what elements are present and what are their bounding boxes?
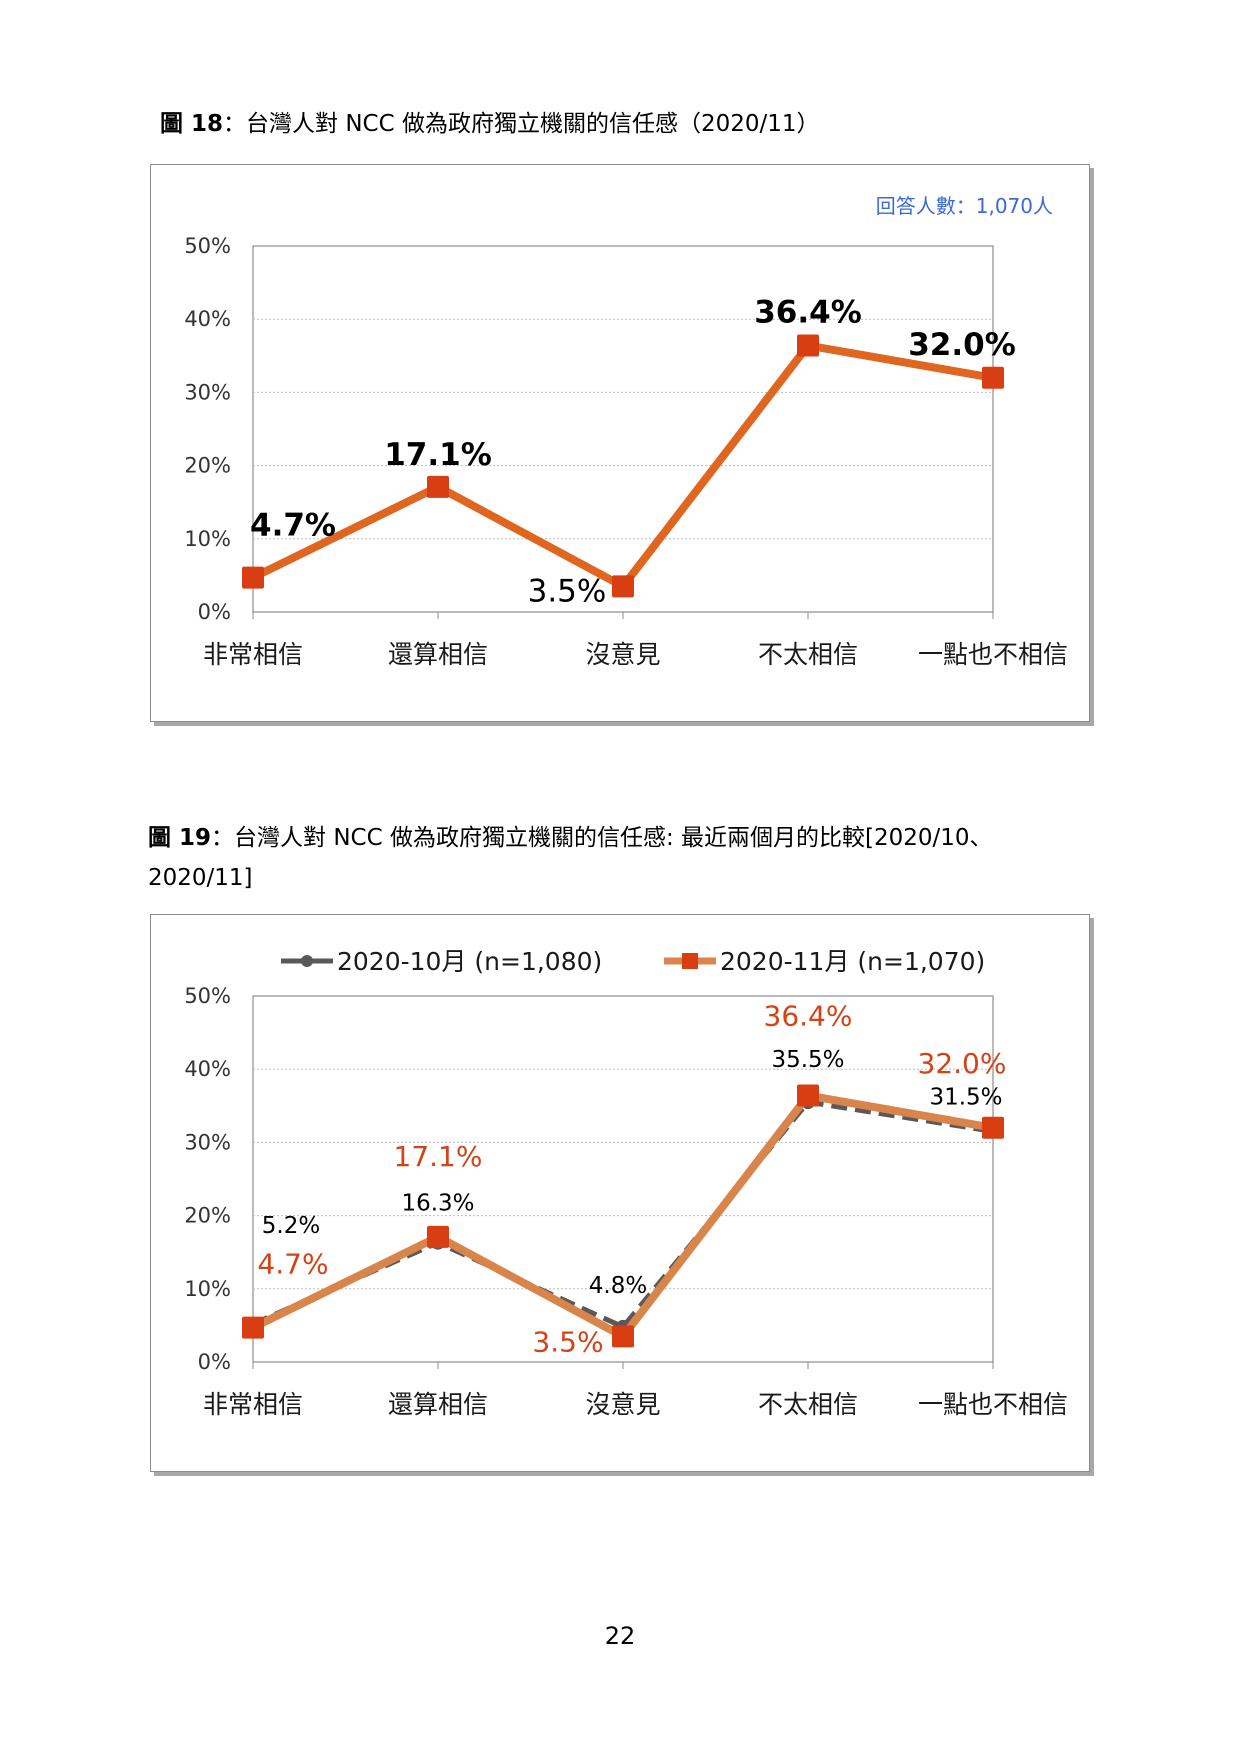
x-tick-label: 非常相信 xyxy=(203,1390,303,1419)
data-point xyxy=(427,1225,449,1248)
y-tick-label: 50% xyxy=(184,984,231,1008)
figure-19-label: 圖 19 xyxy=(148,825,212,851)
page-number: 22 xyxy=(604,1622,636,1650)
data-label: 16.3% xyxy=(401,1191,474,1217)
y-tick-label: 40% xyxy=(184,307,231,331)
data-label: 17.1% xyxy=(394,1140,483,1173)
figure-18-caption-text: ：台灣人對 NCC 做為政府獨立機關的信任感（2020/11） xyxy=(223,111,820,137)
data-label: 5.2% xyxy=(262,1213,320,1239)
respondent-note: 回答人數：1,070人 xyxy=(876,194,1053,218)
data-point xyxy=(242,1316,264,1339)
data-point xyxy=(612,575,634,598)
y-tick-label: 0% xyxy=(198,1350,231,1374)
y-tick-label: 30% xyxy=(184,380,231,404)
x-tick-label: 還算相信 xyxy=(388,640,488,669)
chart-19: 0% 10% 20% 30% 40% 50% 非常相信 還算相信 沒意見 不太相信 一點也不相信 5.… xyxy=(184,947,1068,1419)
data-label: 4.7% xyxy=(257,1248,328,1281)
data-label: 36.4% xyxy=(754,295,862,331)
data-point xyxy=(612,1325,634,1348)
x-tick-label: 沒意見 xyxy=(585,1390,660,1419)
plot-area xyxy=(252,995,994,1363)
figure-18-label: 圖 18 xyxy=(160,111,224,137)
data-point xyxy=(982,366,1004,389)
data-label: 35.5% xyxy=(771,1047,844,1073)
data-label: 17.1% xyxy=(384,437,492,473)
y-tick-label: 10% xyxy=(184,1277,231,1301)
legend-label: 2020-11月 (n=1,070) xyxy=(720,947,985,976)
y-tick-label: 10% xyxy=(184,527,231,551)
data-label: 3.5% xyxy=(528,573,607,609)
chart-18-frame: 0% 10% 20% 30% 40% 50% 非常相信 還算相信 沒意見 不太相信 一點也不相信 4.… xyxy=(150,164,1090,722)
y-tick-label: 30% xyxy=(184,1130,231,1154)
legend-swatch-marker xyxy=(682,953,698,969)
y-tick-label: 0% xyxy=(198,600,231,624)
x-tick-label: 不太相信 xyxy=(758,1390,858,1419)
figure-19-caption-text: ：台灣人對 NCC 做為政府獨立機關的信任感: 最近兩個月的比較[2020/10… xyxy=(148,825,993,891)
data-label: 31.5% xyxy=(929,1084,1002,1110)
data-label: 36.4% xyxy=(764,1000,853,1033)
data-point xyxy=(427,475,449,498)
figure-19-caption: 圖 19：台灣人對 NCC 做為政府獨立機關的信任感: 最近兩個月的比較[202… xyxy=(148,818,1088,898)
data-label: 4.8% xyxy=(589,1273,647,1299)
y-tick-label: 40% xyxy=(184,1057,231,1081)
x-tick-label: 非常相信 xyxy=(203,640,303,669)
data-point xyxy=(982,1116,1004,1139)
x-tick-label: 不太相信 xyxy=(758,640,858,669)
data-label: 3.5% xyxy=(532,1325,603,1358)
y-tick-label: 20% xyxy=(184,454,231,478)
x-tick-label: 還算相信 xyxy=(388,1390,488,1419)
chart-18: 0% 10% 20% 30% 40% 50% 非常相信 還算相信 沒意見 不太相信 一點也不相信 4.… xyxy=(184,194,1068,669)
chart-19-frame: 0% 10% 20% 30% 40% 50% 非常相信 還算相信 沒意見 不太相信 一點也不相信 5.… xyxy=(150,914,1090,1472)
x-tick-label: 一點也不相信 xyxy=(918,640,1068,669)
y-tick-label: 50% xyxy=(184,234,231,258)
data-label: 4.7% xyxy=(250,508,336,544)
figure-18-caption: 圖 18：台灣人對 NCC 做為政府獨立機關的信任感（2020/11） xyxy=(160,104,820,144)
plot-area xyxy=(252,245,994,613)
x-tick-label: 沒意見 xyxy=(585,640,660,669)
data-label: 32.0% xyxy=(918,1047,1007,1080)
x-tick-label: 一點也不相信 xyxy=(918,1390,1068,1419)
data-point xyxy=(242,566,264,589)
data-label: 32.0% xyxy=(908,327,1016,363)
legend-swatch-marker xyxy=(301,955,313,967)
data-point xyxy=(797,334,819,357)
y-tick-label: 20% xyxy=(184,1204,231,1228)
data-point xyxy=(797,1084,819,1107)
legend-label: 2020-10月 (n=1,080) xyxy=(337,947,602,976)
